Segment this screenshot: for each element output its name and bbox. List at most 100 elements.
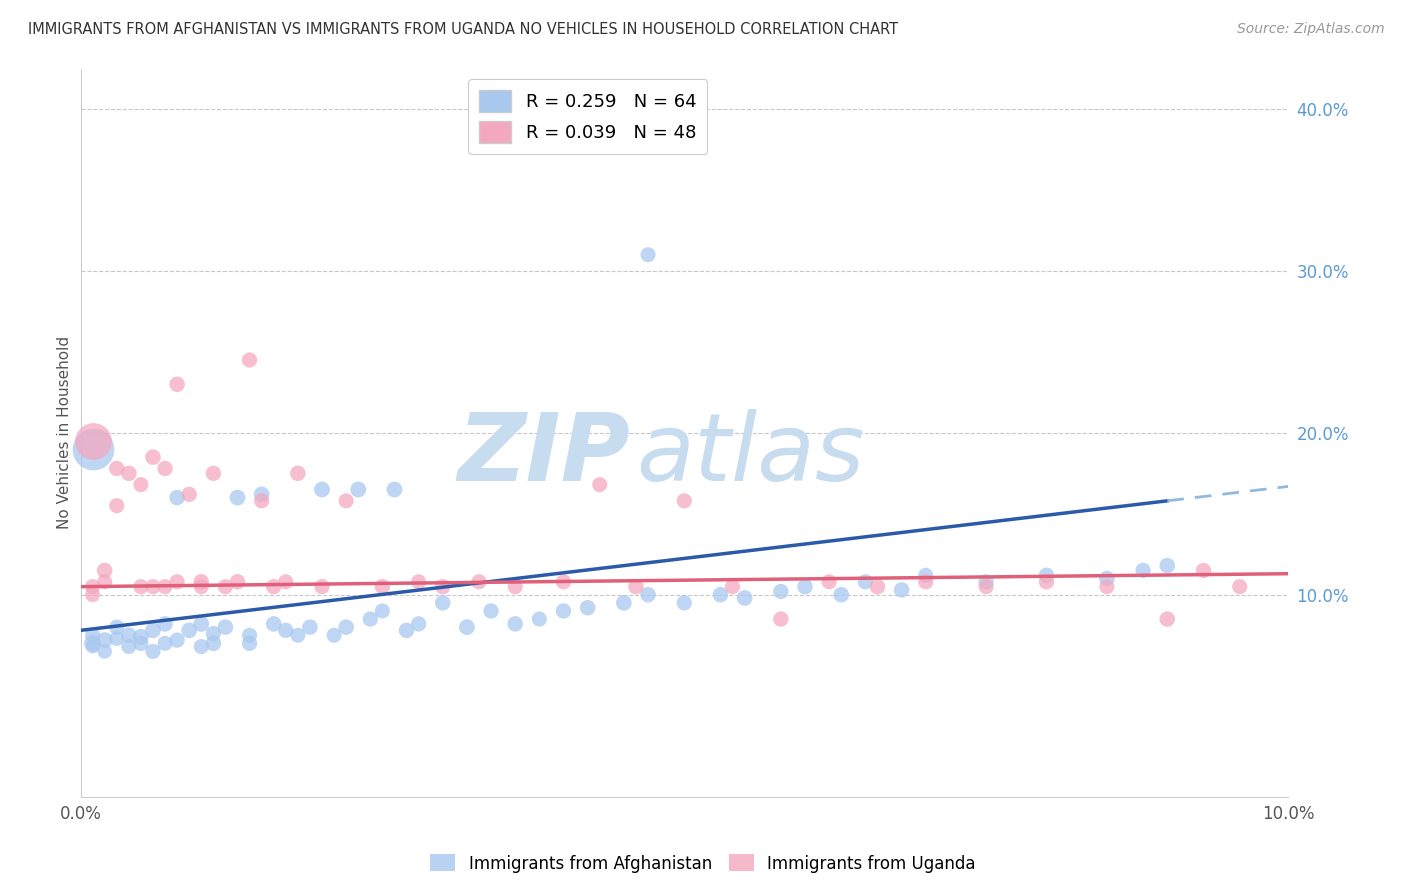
Legend: Immigrants from Afghanistan, Immigrants from Uganda: Immigrants from Afghanistan, Immigrants … xyxy=(423,847,983,880)
Point xyxy=(166,574,188,589)
Text: atlas: atlas xyxy=(636,409,865,500)
Point xyxy=(589,477,612,491)
Point xyxy=(263,616,285,631)
Y-axis label: No Vehicles in Household: No Vehicles in Household xyxy=(58,336,72,529)
Point xyxy=(190,580,212,594)
Point xyxy=(1035,568,1057,582)
Point xyxy=(190,616,212,631)
Point xyxy=(529,612,551,626)
Text: ZIP: ZIP xyxy=(457,409,630,500)
Point xyxy=(1095,572,1118,586)
Point xyxy=(853,574,876,589)
Point xyxy=(105,461,128,475)
Point xyxy=(250,493,273,508)
Point xyxy=(323,628,346,642)
Point xyxy=(226,491,249,505)
Point xyxy=(794,580,817,594)
Point xyxy=(93,644,115,658)
Point xyxy=(311,580,333,594)
Point xyxy=(93,564,115,578)
Point xyxy=(721,580,744,594)
Point xyxy=(1229,580,1251,594)
Point xyxy=(432,596,454,610)
Point xyxy=(1156,612,1178,626)
Point xyxy=(1035,574,1057,589)
Point xyxy=(624,580,647,594)
Point xyxy=(142,644,165,658)
Point xyxy=(179,624,201,638)
Point xyxy=(82,636,104,650)
Point xyxy=(202,636,225,650)
Point xyxy=(142,580,165,594)
Point xyxy=(503,580,526,594)
Point xyxy=(105,620,128,634)
Point xyxy=(274,624,297,638)
Point xyxy=(298,620,321,634)
Point xyxy=(190,640,212,654)
Point xyxy=(142,624,165,638)
Point xyxy=(129,477,152,491)
Point xyxy=(202,467,225,481)
Point xyxy=(214,620,236,634)
Point xyxy=(734,591,756,605)
Point xyxy=(395,624,418,638)
Point xyxy=(214,580,236,594)
Point xyxy=(82,628,104,642)
Point xyxy=(93,574,115,589)
Point xyxy=(1095,580,1118,594)
Point xyxy=(190,574,212,589)
Point xyxy=(818,574,841,589)
Point xyxy=(553,604,575,618)
Point xyxy=(118,628,141,642)
Point xyxy=(866,580,889,594)
Point xyxy=(129,630,152,644)
Point xyxy=(359,612,381,626)
Point xyxy=(408,616,430,631)
Point xyxy=(914,568,936,582)
Point xyxy=(105,632,128,646)
Point xyxy=(479,604,502,618)
Point xyxy=(153,616,176,631)
Point xyxy=(503,616,526,631)
Point xyxy=(408,574,430,589)
Point xyxy=(1156,558,1178,573)
Point xyxy=(890,582,912,597)
Point xyxy=(769,612,792,626)
Point xyxy=(118,640,141,654)
Point xyxy=(432,580,454,594)
Point xyxy=(371,580,394,594)
Point xyxy=(830,588,852,602)
Point xyxy=(238,353,260,368)
Point xyxy=(250,487,273,501)
Point xyxy=(637,588,659,602)
Point xyxy=(202,626,225,640)
Point xyxy=(637,248,659,262)
Point xyxy=(179,487,201,501)
Point xyxy=(166,377,188,392)
Point xyxy=(153,636,176,650)
Point xyxy=(576,600,599,615)
Point xyxy=(673,596,696,610)
Point xyxy=(613,596,636,610)
Point xyxy=(142,450,165,464)
Point xyxy=(335,620,357,634)
Point xyxy=(82,580,104,594)
Point xyxy=(105,499,128,513)
Point xyxy=(287,628,309,642)
Point xyxy=(153,580,176,594)
Point xyxy=(82,434,104,448)
Point xyxy=(553,574,575,589)
Point xyxy=(238,628,260,642)
Point xyxy=(82,442,104,456)
Point xyxy=(129,580,152,594)
Point xyxy=(769,584,792,599)
Legend: R = 0.259   N = 64, R = 0.039   N = 48: R = 0.259 N = 64, R = 0.039 N = 48 xyxy=(468,79,707,153)
Point xyxy=(226,574,249,589)
Point xyxy=(914,574,936,589)
Point xyxy=(371,604,394,618)
Point xyxy=(238,636,260,650)
Point xyxy=(82,588,104,602)
Point xyxy=(93,633,115,648)
Point xyxy=(468,574,491,589)
Point xyxy=(287,467,309,481)
